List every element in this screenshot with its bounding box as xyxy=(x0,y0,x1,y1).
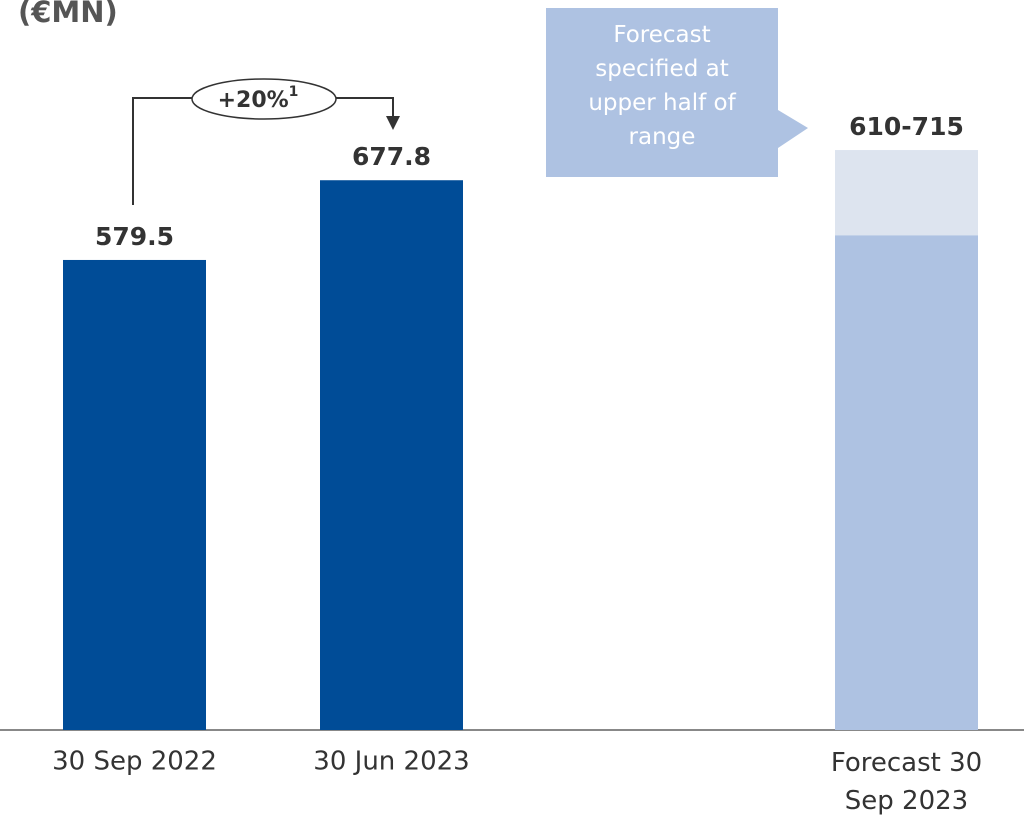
forecast-range xyxy=(835,150,978,236)
x-tick-label: 30 Jun 2023 xyxy=(313,747,469,777)
bar xyxy=(63,259,206,730)
callout-text: Forecast specified at upper half of rang… xyxy=(588,22,736,150)
forecast-bar xyxy=(835,235,978,730)
footnote-ref: 1 xyxy=(289,84,299,100)
callout-box xyxy=(546,8,778,177)
callout-pointer xyxy=(778,110,808,148)
value-label: 677.8 xyxy=(352,142,431,171)
arrow-head xyxy=(386,116,400,130)
growth-text: +20%1 xyxy=(218,84,299,113)
callout-wrap: Forecast specified at upper half of rang… xyxy=(588,22,736,150)
x-tick-label: 30 Sep 2022 xyxy=(52,747,217,777)
value-label: 579.5 xyxy=(95,222,174,251)
chart-title: (€MN) xyxy=(18,0,118,29)
bar xyxy=(320,180,463,730)
x-tick-label: Forecast 30 Sep 2023 xyxy=(830,748,983,815)
growth-value: +20% xyxy=(218,88,289,113)
forecast-label: 610-715 xyxy=(849,112,964,141)
x-label-wrap: Forecast 30 Sep 2023 xyxy=(830,748,983,815)
growth-badge xyxy=(191,78,337,120)
